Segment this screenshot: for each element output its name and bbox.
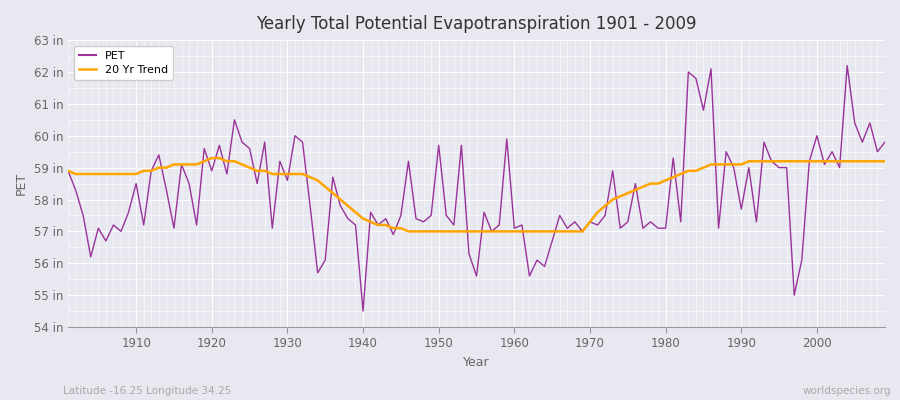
X-axis label: Year: Year [464, 356, 490, 369]
Title: Yearly Total Potential Evapotranspiration 1901 - 2009: Yearly Total Potential Evapotranspiratio… [256, 15, 697, 33]
Text: worldspecies.org: worldspecies.org [803, 386, 891, 396]
Text: Latitude -16.25 Longitude 34.25: Latitude -16.25 Longitude 34.25 [63, 386, 231, 396]
Legend: PET, 20 Yr Trend: PET, 20 Yr Trend [74, 46, 174, 80]
Y-axis label: PET: PET [15, 172, 28, 195]
